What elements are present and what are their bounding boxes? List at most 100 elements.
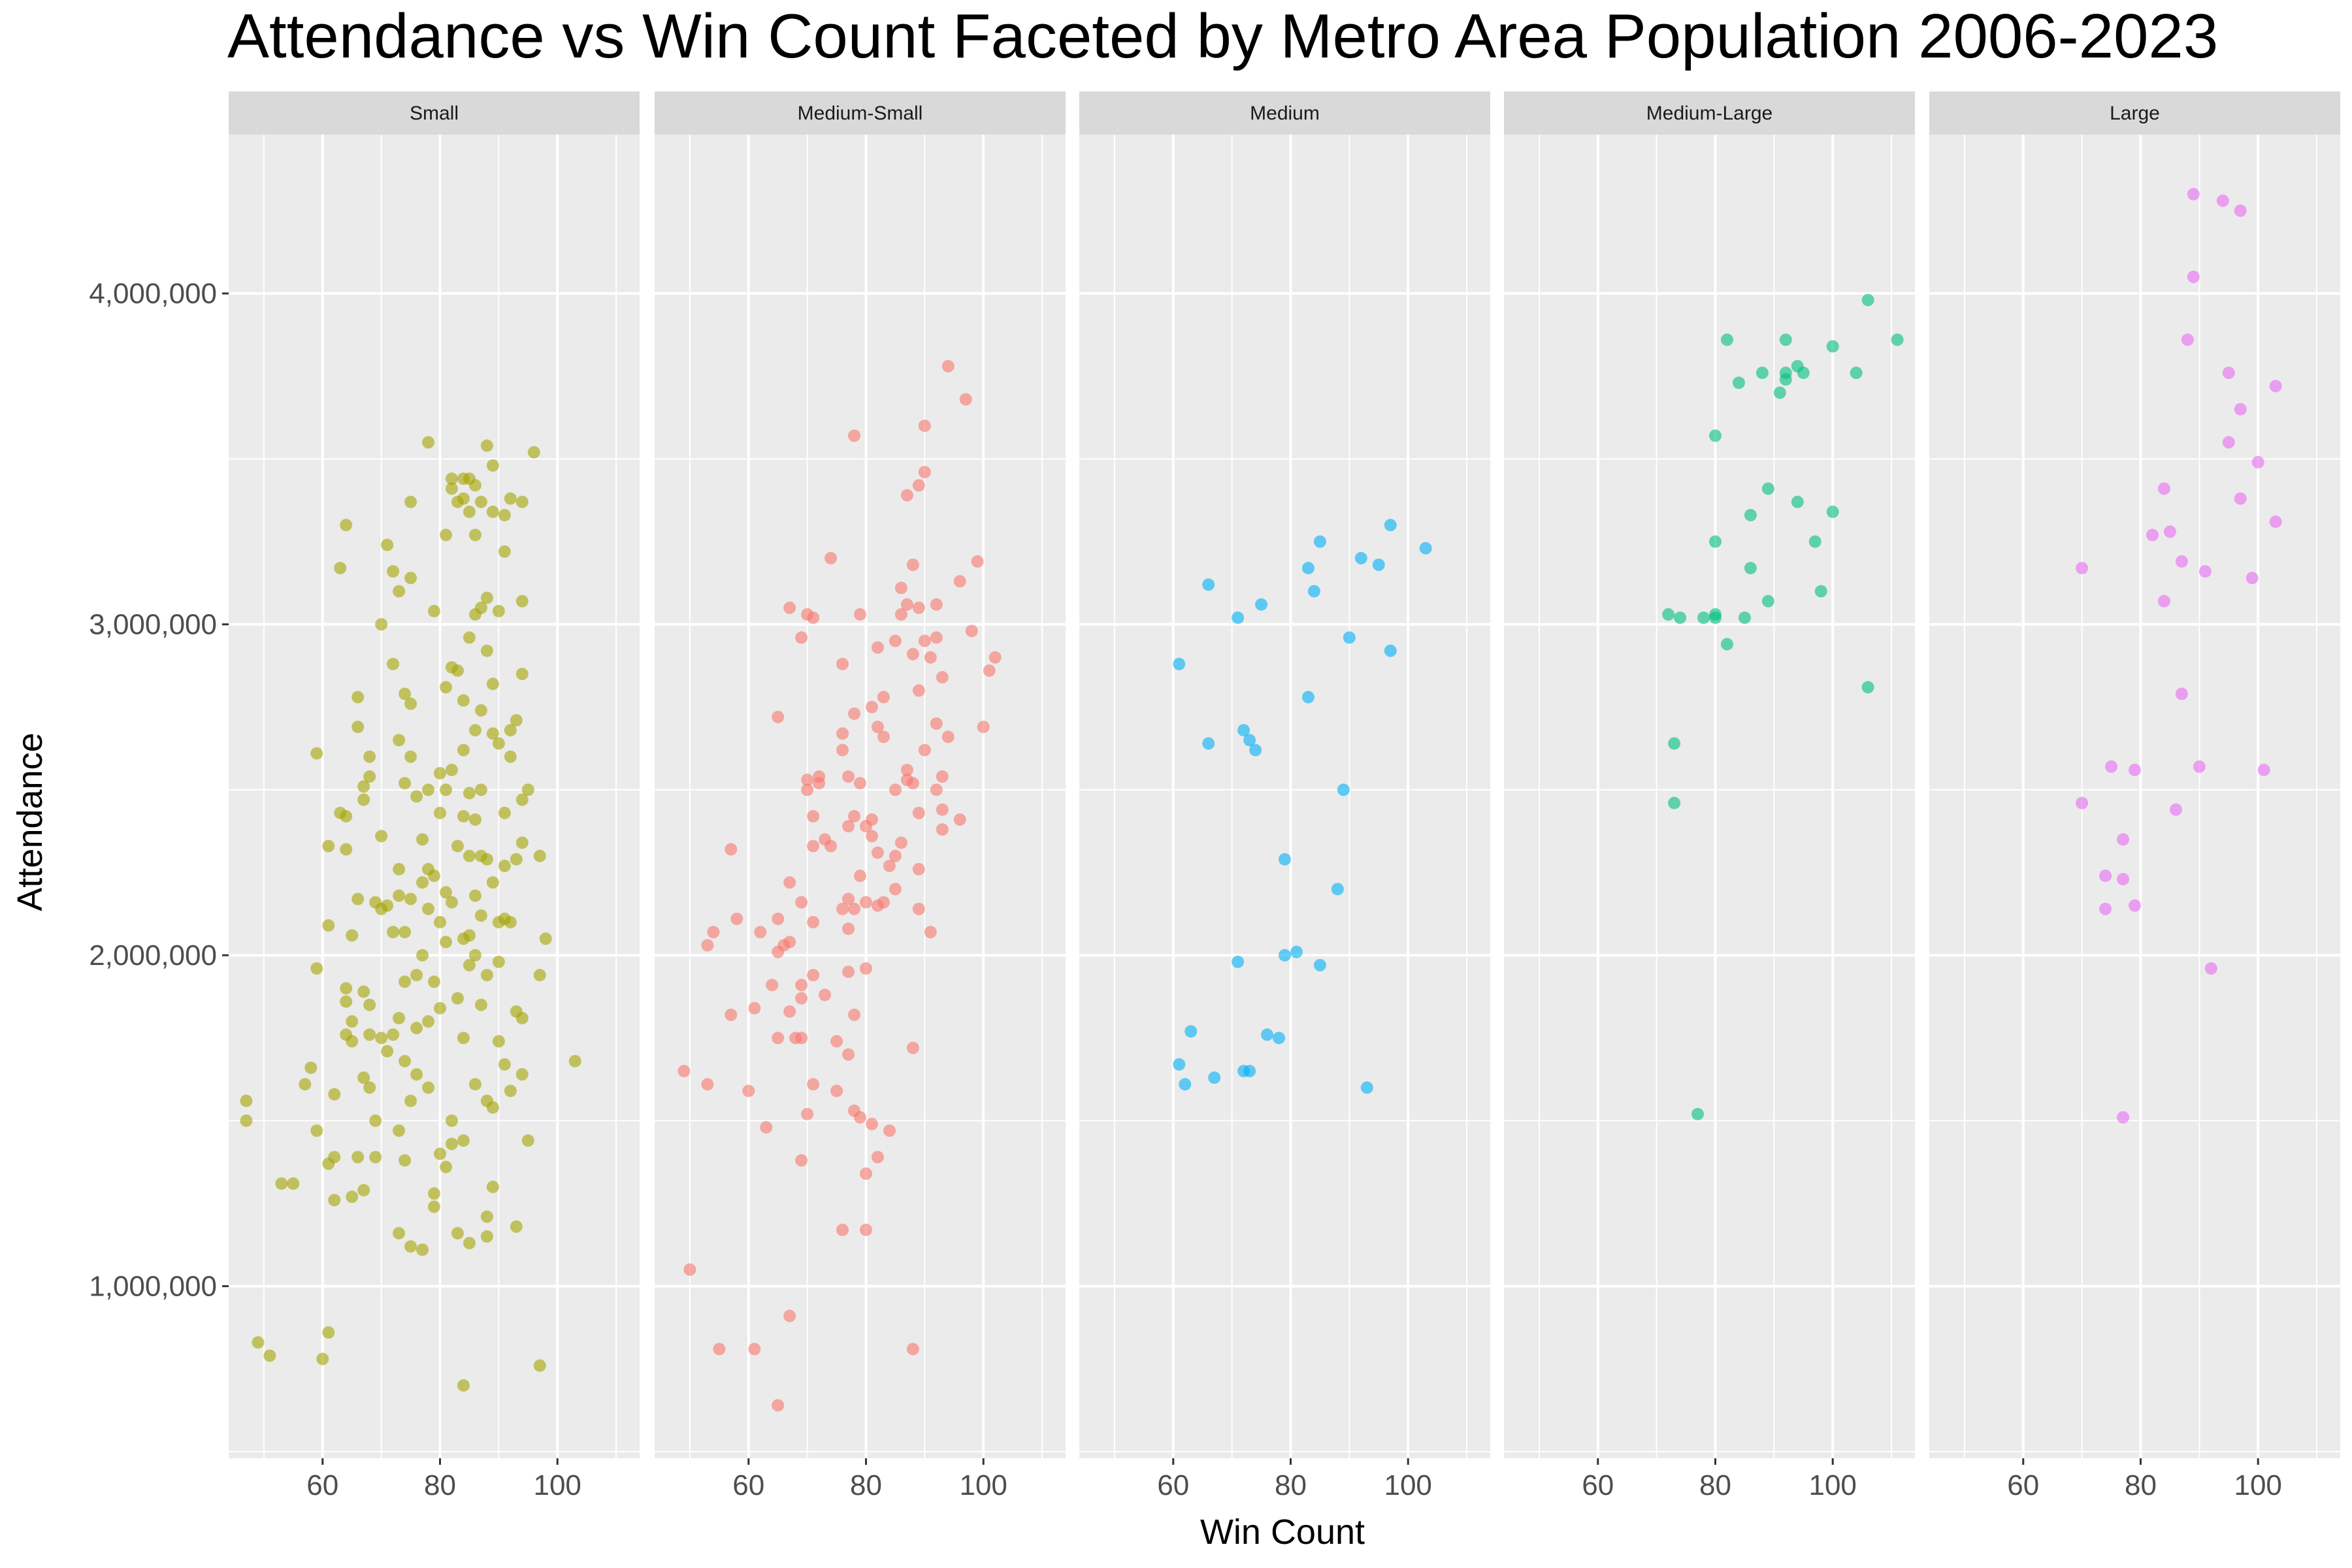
data-point xyxy=(357,793,370,806)
data-point xyxy=(457,1379,470,1392)
data-point xyxy=(404,697,417,710)
data-points xyxy=(2076,188,2282,1124)
data-point xyxy=(387,926,400,939)
data-point xyxy=(842,1048,855,1061)
data-point xyxy=(2251,455,2264,468)
data-point xyxy=(795,979,808,992)
data-point xyxy=(439,886,452,899)
data-point xyxy=(504,1085,517,1098)
data-point xyxy=(451,992,464,1005)
data-point xyxy=(795,1032,808,1045)
data-point xyxy=(474,998,487,1011)
data-point xyxy=(918,634,931,647)
data-point xyxy=(1337,783,1350,796)
data-point xyxy=(2099,902,2112,915)
data-point xyxy=(439,1160,452,1173)
y-tick-label: 1,000,000 xyxy=(89,1271,217,1303)
data-point xyxy=(1826,505,1839,518)
data-point xyxy=(346,1035,359,1048)
data-point xyxy=(498,859,511,872)
data-point xyxy=(422,783,435,796)
data-point xyxy=(912,806,925,819)
data-point xyxy=(433,1147,446,1160)
facet-strip-label: Medium-Large xyxy=(1646,103,1772,124)
data-point xyxy=(468,1078,482,1091)
data-point xyxy=(1797,367,1810,380)
data-point xyxy=(912,479,925,492)
data-point xyxy=(387,565,400,578)
data-point xyxy=(859,896,872,909)
data-point xyxy=(2175,555,2188,568)
data-point xyxy=(463,849,476,862)
data-point xyxy=(742,1085,755,1098)
data-point xyxy=(404,572,417,585)
data-point xyxy=(707,926,720,939)
data-point xyxy=(772,710,785,723)
data-point xyxy=(486,459,499,472)
data-point xyxy=(1279,949,1291,962)
x-tick-label: 80 xyxy=(1699,1469,1731,1501)
data-point xyxy=(1173,657,1186,670)
data-point xyxy=(936,803,949,816)
facet-strip-label: Large xyxy=(2110,103,2160,124)
data-point xyxy=(2234,492,2247,505)
data-point xyxy=(889,849,902,862)
data-point xyxy=(807,611,820,624)
data-point xyxy=(474,601,487,614)
data-point xyxy=(474,704,487,717)
data-point xyxy=(486,876,499,889)
data-point xyxy=(363,1081,376,1094)
data-point xyxy=(795,896,808,909)
facet-strip xyxy=(229,91,640,135)
data-point xyxy=(515,1068,529,1081)
y-axis: 1,000,000 2,000,000 3,000,000 4,000,000 xyxy=(89,278,229,1303)
data-point xyxy=(2187,188,2200,201)
data-point xyxy=(889,634,902,647)
data-point xyxy=(783,601,796,614)
data-point xyxy=(2198,565,2212,578)
data-point xyxy=(725,843,738,856)
data-point xyxy=(515,668,529,681)
data-point xyxy=(468,724,482,737)
data-point xyxy=(2117,833,2130,846)
data-point xyxy=(463,787,476,800)
data-point xyxy=(299,1078,312,1091)
data-points xyxy=(240,436,581,1392)
data-point xyxy=(510,714,523,727)
data-point xyxy=(322,840,335,853)
data-point xyxy=(393,734,406,747)
data-point xyxy=(263,1349,276,1362)
data-point xyxy=(351,892,365,906)
data-point xyxy=(445,763,458,776)
data-point xyxy=(346,1190,359,1203)
data-point xyxy=(568,1054,581,1068)
data-point xyxy=(701,1078,714,1091)
data-point xyxy=(1808,535,1821,548)
data-point xyxy=(795,631,808,644)
data-point xyxy=(457,492,470,505)
data-point xyxy=(900,763,913,776)
data-point xyxy=(848,809,861,823)
data-point xyxy=(683,1263,696,1276)
data-point xyxy=(399,687,412,700)
data-point xyxy=(381,538,394,551)
data-point xyxy=(2175,687,2188,700)
data-point xyxy=(877,691,890,704)
data-point xyxy=(381,899,394,912)
data-point xyxy=(894,581,907,595)
data-point xyxy=(807,809,820,823)
data-point xyxy=(918,743,931,757)
data-point xyxy=(351,721,365,734)
data-point xyxy=(410,1022,423,1035)
data-point xyxy=(422,1015,435,1028)
data-points xyxy=(1173,519,1432,1094)
data-point xyxy=(766,979,779,992)
data-point xyxy=(2129,763,2141,776)
data-point xyxy=(416,1243,429,1256)
data-point xyxy=(959,393,972,406)
data-point xyxy=(988,651,1002,664)
facet-panels: Small 60 80 100 Medium-Small 60 80 100 Medium 60 8… xyxy=(229,91,2340,1501)
data-point xyxy=(713,1343,726,1356)
data-point xyxy=(848,1008,861,1021)
